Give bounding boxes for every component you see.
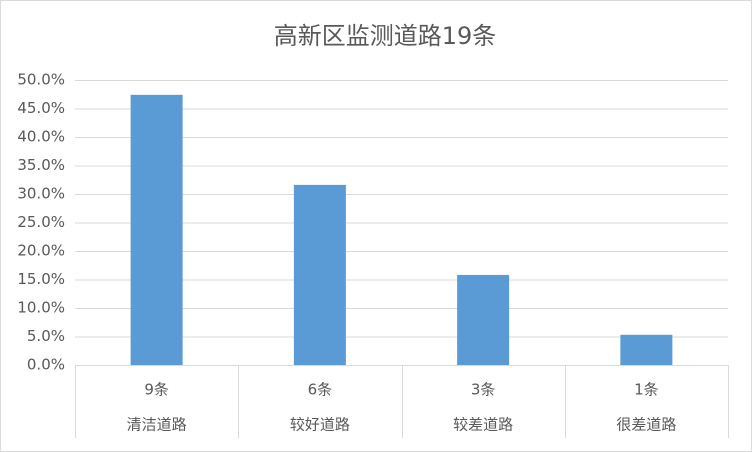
y-tick-label: 40.0%: [17, 128, 65, 146]
chart-title: 高新区监测道路19条: [274, 22, 497, 50]
x-tick-count: 6条: [308, 381, 333, 399]
y-tick-label: 0.0%: [27, 356, 65, 374]
bar: [130, 94, 183, 365]
y-tick-label: 45.0%: [17, 99, 65, 117]
x-tick-label: 清洁道路: [127, 416, 187, 434]
x-tick-label: 较好道路: [290, 416, 350, 434]
y-tick-label: 5.0%: [27, 327, 65, 345]
y-tick-label: 10.0%: [17, 299, 65, 317]
bar: [457, 274, 510, 365]
y-tick-label: 50.0%: [17, 71, 65, 89]
x-tick-count: 1条: [634, 381, 659, 399]
y-tick-label: 15.0%: [17, 270, 65, 288]
bar: [293, 184, 346, 365]
y-tick-label: 35.0%: [17, 156, 65, 174]
y-tick-label: 20.0%: [17, 242, 65, 260]
y-tick-label: 30.0%: [17, 185, 65, 203]
y-tick-label: 25.0%: [17, 213, 65, 231]
x-tick-label: 很差道路: [616, 416, 676, 434]
x-tick-label: 较差道路: [453, 416, 513, 434]
x-tick-count: 9条: [144, 381, 169, 399]
x-tick-count: 3条: [471, 381, 496, 399]
bar: [620, 334, 673, 365]
